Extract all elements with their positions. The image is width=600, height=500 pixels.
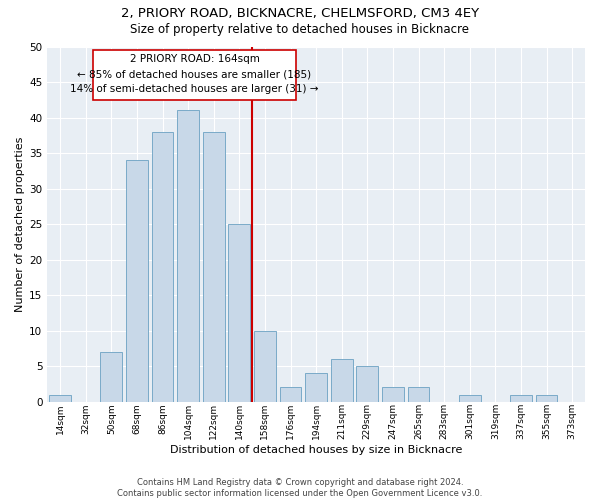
Bar: [280, 388, 301, 402]
Bar: [49, 394, 71, 402]
Bar: [177, 110, 199, 402]
Y-axis label: Number of detached properties: Number of detached properties: [15, 136, 25, 312]
Bar: [331, 359, 353, 402]
Text: Size of property relative to detached houses in Bicknacre: Size of property relative to detached ho…: [131, 22, 470, 36]
Bar: [126, 160, 148, 402]
Bar: [536, 394, 557, 402]
Text: 14% of semi-detached houses are larger (31) →: 14% of semi-detached houses are larger (…: [70, 84, 319, 94]
Bar: [229, 224, 250, 402]
Bar: [254, 330, 276, 402]
Text: Contains HM Land Registry data © Crown copyright and database right 2024.
Contai: Contains HM Land Registry data © Crown c…: [118, 478, 482, 498]
Bar: [203, 132, 224, 402]
Bar: [305, 374, 327, 402]
Bar: [382, 388, 404, 402]
Text: 2, PRIORY ROAD, BICKNACRE, CHELMSFORD, CM3 4EY: 2, PRIORY ROAD, BICKNACRE, CHELMSFORD, C…: [121, 8, 479, 20]
Text: 2 PRIORY ROAD: 164sqm: 2 PRIORY ROAD: 164sqm: [130, 54, 259, 64]
Bar: [407, 388, 430, 402]
Bar: [356, 366, 378, 402]
Bar: [152, 132, 173, 402]
Bar: [459, 394, 481, 402]
Bar: [510, 394, 532, 402]
Text: ← 85% of detached houses are smaller (185): ← 85% of detached houses are smaller (18…: [77, 69, 311, 79]
Bar: [100, 352, 122, 402]
X-axis label: Distribution of detached houses by size in Bicknacre: Distribution of detached houses by size …: [170, 445, 463, 455]
Bar: [94, 50, 296, 100]
